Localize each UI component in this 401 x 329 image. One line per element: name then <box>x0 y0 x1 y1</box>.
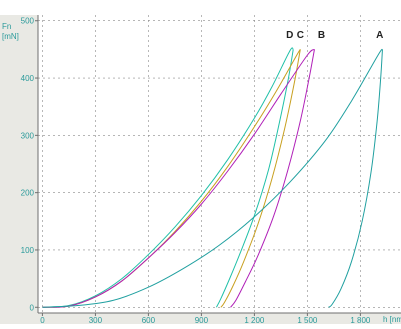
x-tick-label: 1 500 <box>297 316 318 324</box>
grid <box>38 15 401 313</box>
x-tick-label: 300 <box>89 316 103 324</box>
curve-b-loading-line <box>42 48 315 308</box>
curve-label-d: D <box>286 30 293 41</box>
y-axis-title-line-1: Fn <box>2 22 11 31</box>
y-tick-label: 500 <box>21 17 35 26</box>
plot-area <box>38 15 401 313</box>
curve-b-unloading-line <box>230 49 315 308</box>
curve-d-unloading-line <box>215 49 294 308</box>
x-tick-label: 1 200 <box>244 316 265 324</box>
curve-label-a: A <box>376 30 383 41</box>
ticks: 0 100 200 300 400 500 0 300 600 900 1 200 1 500 1 80… <box>21 17 371 325</box>
y-axis-band <box>0 15 38 315</box>
curve-c-unloading-line <box>220 49 301 308</box>
x-tick-label: 600 <box>142 316 156 324</box>
series <box>42 47 383 308</box>
y-tick-label: 100 <box>21 246 35 255</box>
x-tick-label: 900 <box>195 316 209 324</box>
axes <box>37 15 401 314</box>
curve-a-loading-line <box>42 48 383 308</box>
y-tick-label: 300 <box>21 131 35 140</box>
curve-d-loading-line <box>42 47 294 308</box>
curve-a-unloading-line <box>328 49 383 308</box>
curve-label-c: C <box>297 30 304 41</box>
y-tick-label: 0 <box>30 303 35 312</box>
y-tick-label: 400 <box>21 74 35 83</box>
x-tick-label: 0 <box>40 316 45 324</box>
curve-label-b: B <box>318 30 325 41</box>
x-tick-label: 1 800 <box>350 316 371 324</box>
y-axis-title-line-2: [mN] <box>2 32 19 41</box>
x-axis-title: h [nm] <box>383 315 401 324</box>
x-axis-band <box>0 313 401 324</box>
y-tick-label: 200 <box>21 189 35 198</box>
